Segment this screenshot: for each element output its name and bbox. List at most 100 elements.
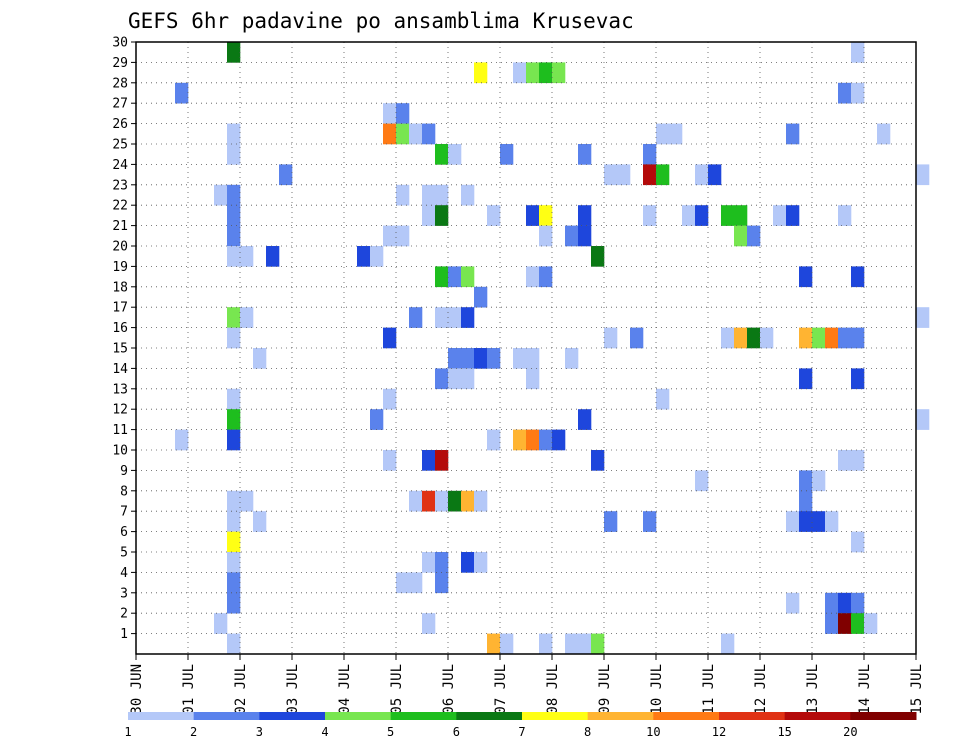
y-tick-label: 22	[112, 199, 128, 214]
x-tick-label: 02 JUL	[233, 664, 249, 715]
y-tick-label: 28	[112, 76, 128, 91]
heatmap-cell	[422, 184, 436, 206]
heatmap-cell	[227, 592, 241, 614]
heatmap-cell	[838, 82, 852, 104]
heatmap-cell	[227, 409, 241, 430]
heatmap-cell	[487, 633, 501, 655]
heatmap-cell	[578, 409, 592, 430]
heatmap-cell	[435, 368, 449, 390]
y-tick-label: 17	[112, 301, 128, 316]
heatmap-cell	[383, 388, 397, 410]
heatmap-cell	[227, 246, 241, 267]
heatmap-cell	[838, 592, 852, 614]
heatmap-cell	[227, 531, 241, 553]
heatmap-cell	[370, 246, 384, 267]
heatmap-cell	[214, 613, 228, 634]
heatmap-cell	[539, 429, 553, 451]
heatmap-cell	[565, 225, 579, 247]
heatmap-cell	[227, 572, 241, 594]
x-tick-label: 30 JUN	[129, 664, 145, 715]
legend-color-segment	[719, 712, 786, 720]
heatmap-cell	[838, 327, 852, 349]
heatmap-cell	[227, 184, 241, 206]
heatmap-cell	[695, 470, 709, 492]
y-tick-label: 1	[120, 627, 128, 642]
x-axis: 30 JUN 01 JUL 02 JUL 03 JUL 04 JUL 05 JUL 06 J…	[129, 654, 925, 715]
legend-label: 6	[453, 725, 460, 739]
heatmap-cell	[526, 266, 540, 288]
x-tick-label: 07 JUL	[493, 664, 509, 715]
heatmap-cell	[734, 225, 748, 247]
heatmap-cell	[812, 470, 826, 492]
heatmap-cell	[825, 592, 839, 614]
y-tick-label: 16	[112, 321, 128, 336]
legend-color-segment	[193, 712, 260, 720]
heatmap-cell	[656, 388, 670, 410]
heatmap-cell	[448, 307, 462, 328]
heatmap-cell	[227, 225, 241, 247]
heatmap-cell	[435, 572, 449, 594]
y-tick-label: 8	[120, 484, 128, 499]
heatmap-cell	[630, 327, 644, 349]
heatmap-cell	[799, 368, 813, 390]
y-tick-label: 9	[120, 464, 128, 479]
y-tick-label: 10	[112, 444, 128, 459]
y-tick-label: 7	[120, 505, 128, 520]
heatmap-cell	[474, 490, 488, 512]
heatmap-cell	[825, 613, 839, 634]
heatmap-cell	[513, 429, 527, 451]
legend-color-segment	[653, 712, 720, 720]
heatmap-cell	[552, 429, 566, 451]
y-tick-label: 15	[112, 342, 128, 357]
legend-color-segment	[587, 712, 654, 720]
y-tick-label: 2	[120, 607, 128, 622]
heatmap-cell	[799, 490, 813, 512]
heatmap-cell	[643, 511, 657, 532]
x-tick-label: 03 JUL	[285, 664, 301, 715]
heatmap-cell	[500, 144, 514, 165]
y-tick-label: 14	[112, 362, 128, 377]
heatmap-cell	[617, 164, 631, 186]
heatmap-cell	[422, 450, 436, 471]
heatmap-cell	[799, 327, 813, 349]
heatmap-cell	[409, 572, 423, 594]
heatmap-cell	[383, 225, 397, 247]
heatmap-cell	[552, 62, 566, 84]
x-tick-label: 08 JUL	[545, 664, 561, 715]
heatmap-cell	[851, 368, 865, 390]
heatmap-cell	[578, 225, 592, 247]
heatmap-cell	[812, 511, 826, 532]
y-tick-label: 21	[112, 219, 128, 234]
heatmap-cell	[435, 307, 449, 328]
heatmap-cell	[487, 429, 501, 451]
heatmap-cell	[721, 205, 735, 226]
heatmap-cell	[513, 348, 527, 369]
heatmap-cell	[643, 164, 657, 186]
y-tick-label: 5	[120, 546, 128, 561]
legend-label: 15	[777, 725, 791, 739]
heatmap-cell	[227, 307, 241, 328]
chart-title: GEFS 6hr padavine po ansamblima Krusevac	[128, 9, 634, 33]
heatmap-cell	[721, 327, 735, 349]
heatmap-cell	[448, 348, 462, 369]
heatmap-cell	[916, 307, 930, 328]
heatmap-cell	[227, 490, 241, 512]
heatmap-cell	[461, 307, 475, 328]
heatmap-cell	[604, 164, 618, 186]
heatmap-cell	[916, 409, 930, 430]
legend-label: 4	[321, 725, 328, 739]
heatmap-cell	[409, 307, 423, 328]
heatmap-cell	[240, 490, 254, 512]
heatmap-cell	[695, 205, 709, 226]
heatmap-cell	[812, 327, 826, 349]
heatmap-cell	[422, 552, 436, 573]
heatmap-cell	[396, 103, 410, 124]
heatmap-cell	[721, 633, 735, 655]
heatmap-cell	[916, 164, 930, 186]
heatmap-cell	[877, 123, 891, 145]
y-tick-label: 26	[112, 117, 128, 132]
heatmap-cell	[435, 205, 449, 226]
legend-label: 5	[387, 725, 394, 739]
y-tick-label: 30	[112, 36, 128, 51]
